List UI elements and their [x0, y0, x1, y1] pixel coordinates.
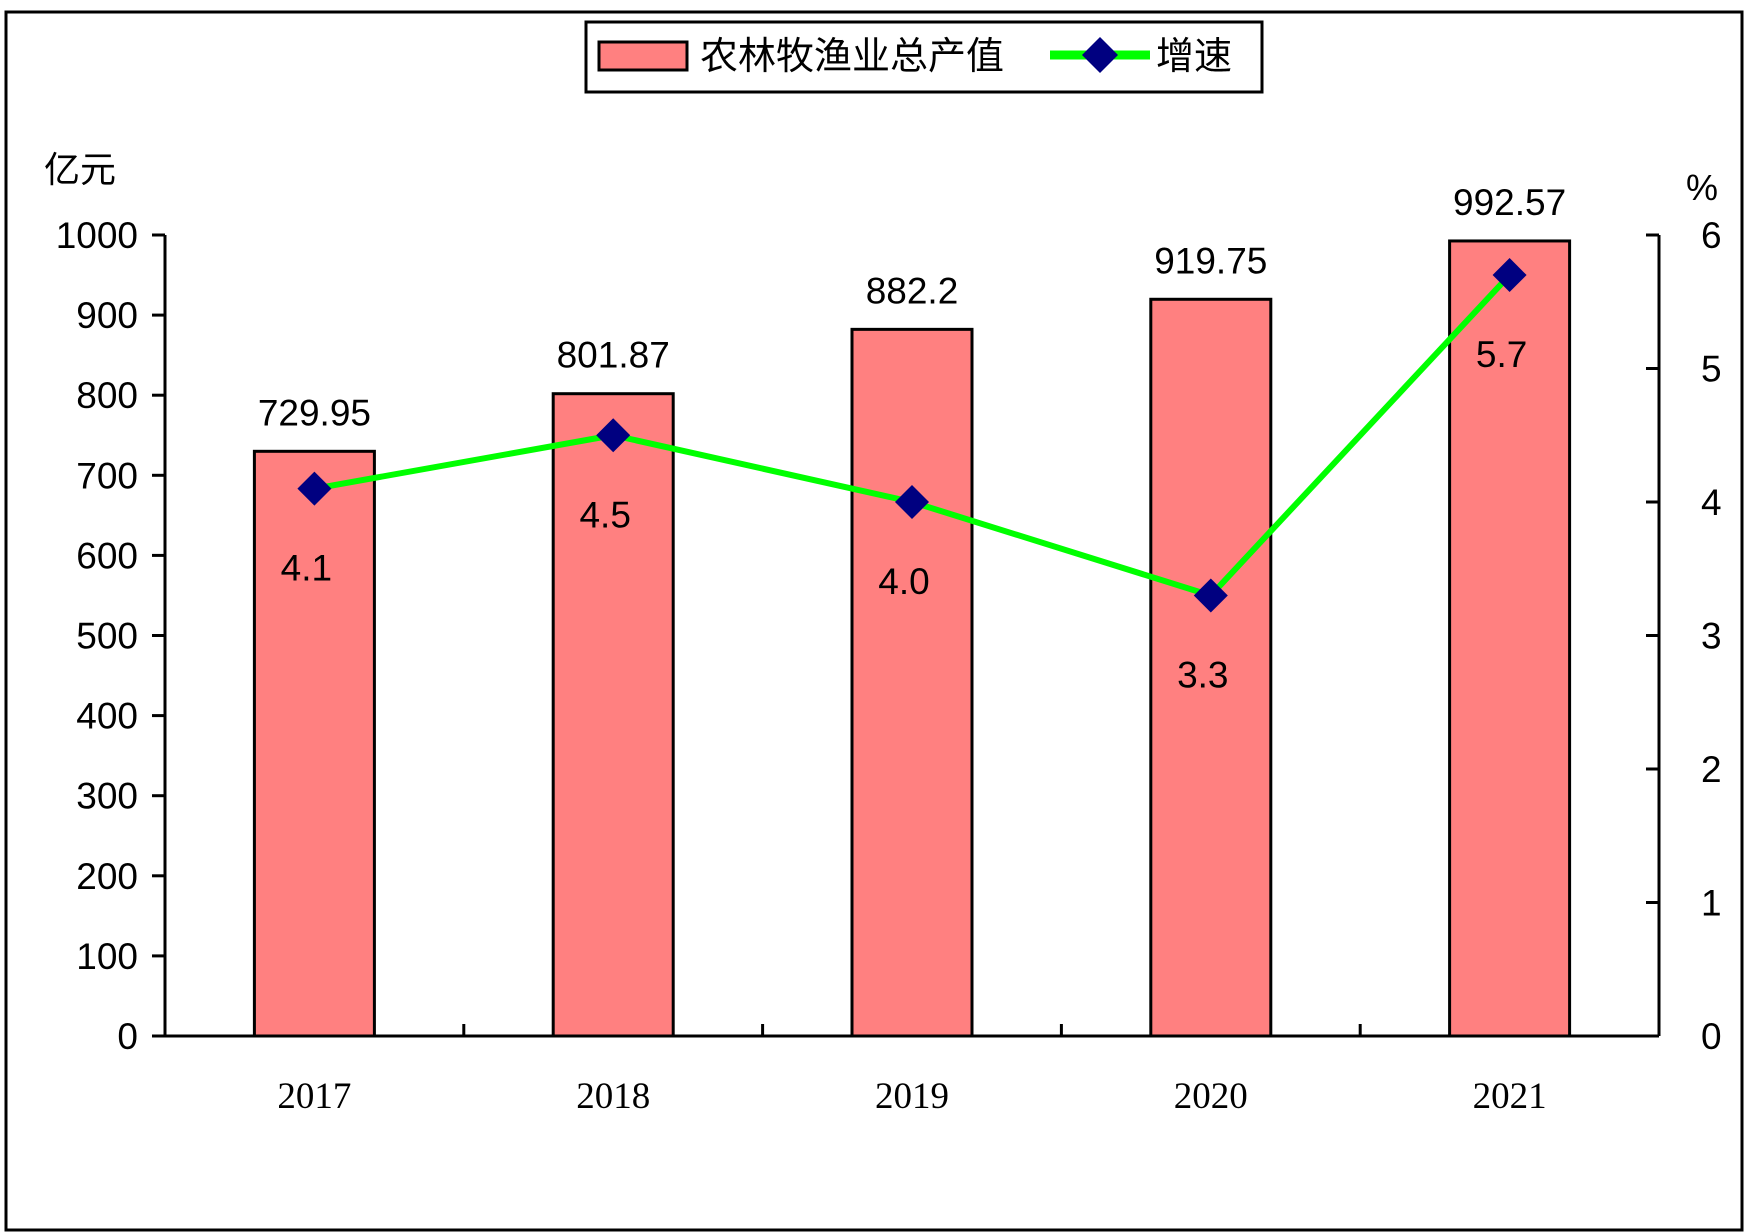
x-tick-label: 2020: [1174, 1076, 1248, 1117]
left-tick-label: 0: [117, 1016, 138, 1057]
left-tick-label: 100: [76, 936, 138, 977]
left-tick-label: 300: [76, 776, 138, 817]
growth-marker: [596, 418, 631, 453]
right-tick-label: 2: [1701, 749, 1722, 790]
growth-marker: [1492, 258, 1527, 293]
left-tick-label: 700: [76, 455, 138, 496]
legend-line-label: 增速: [1156, 36, 1232, 78]
x-tick-label: 2019: [875, 1076, 949, 1117]
growth-marker: [1193, 578, 1228, 613]
growth-value-label: 4.0: [878, 561, 929, 602]
x-tick-label: 2017: [277, 1076, 351, 1117]
legend: 农林牧渔业总产值 增速: [584, 20, 1264, 94]
bar-value-label: 729.95: [258, 392, 371, 433]
right-tick-label: 6: [1701, 215, 1722, 256]
bar-value-label: 992.57: [1453, 182, 1566, 223]
growth-value-label: 4.1: [281, 548, 332, 589]
growth-marker: [297, 471, 332, 506]
left-tick-label: 800: [76, 375, 138, 416]
left-axis-ticks: 0 100 200 300 400 500 600 700 800 900 1000: [56, 215, 167, 1057]
left-tick-label: 200: [76, 856, 138, 897]
x-tick-label: 2018: [576, 1076, 650, 1117]
bar: [252, 449, 376, 1038]
bar: [1448, 239, 1572, 1038]
growth-line-series: 4.1 4.5 4.0 3.3 5.7: [281, 258, 1527, 695]
bar: [1149, 297, 1273, 1038]
legend-bar-label: 农林牧渔业总产值: [700, 36, 1004, 78]
bar-value-label: 801.87: [557, 335, 670, 376]
legend-marker-icon: [1082, 37, 1118, 73]
right-tick-label: 5: [1701, 349, 1722, 390]
growth-value-label: 3.3: [1177, 654, 1228, 695]
bar: [551, 392, 675, 1038]
left-tick-label: 900: [76, 295, 138, 336]
right-axis-ticks: 0 1 2 3 4 5 6: [1646, 215, 1722, 1057]
right-tick-label: 4: [1701, 482, 1722, 523]
left-tick-label: 500: [76, 616, 138, 657]
left-axis-unit: 亿元: [44, 150, 116, 190]
x-tick-label: 2021: [1473, 1076, 1547, 1117]
bar-value-label: 882.2: [866, 270, 959, 311]
growth-value-label: 4.5: [579, 494, 630, 535]
right-tick-label: 0: [1701, 1016, 1722, 1057]
bar: [850, 327, 974, 1038]
bar-value-label: 919.75: [1154, 240, 1267, 281]
x-axis: 2017 2018 2019 2020 2021: [165, 1024, 1659, 1117]
right-tick-label: 1: [1701, 883, 1722, 924]
right-tick-label: 3: [1701, 616, 1722, 657]
growth-marker: [895, 485, 929, 519]
left-tick-label: 400: [76, 696, 138, 737]
legend-bar-swatch: [597, 40, 689, 72]
left-tick-label: 600: [76, 535, 138, 576]
bars: 729.95 801.87 882.2 919.75 992.57: [252, 182, 1572, 1038]
right-axis-unit: %: [1686, 167, 1718, 208]
growth-value-label: 5.7: [1476, 334, 1527, 375]
left-tick-label: 1000: [56, 215, 138, 256]
